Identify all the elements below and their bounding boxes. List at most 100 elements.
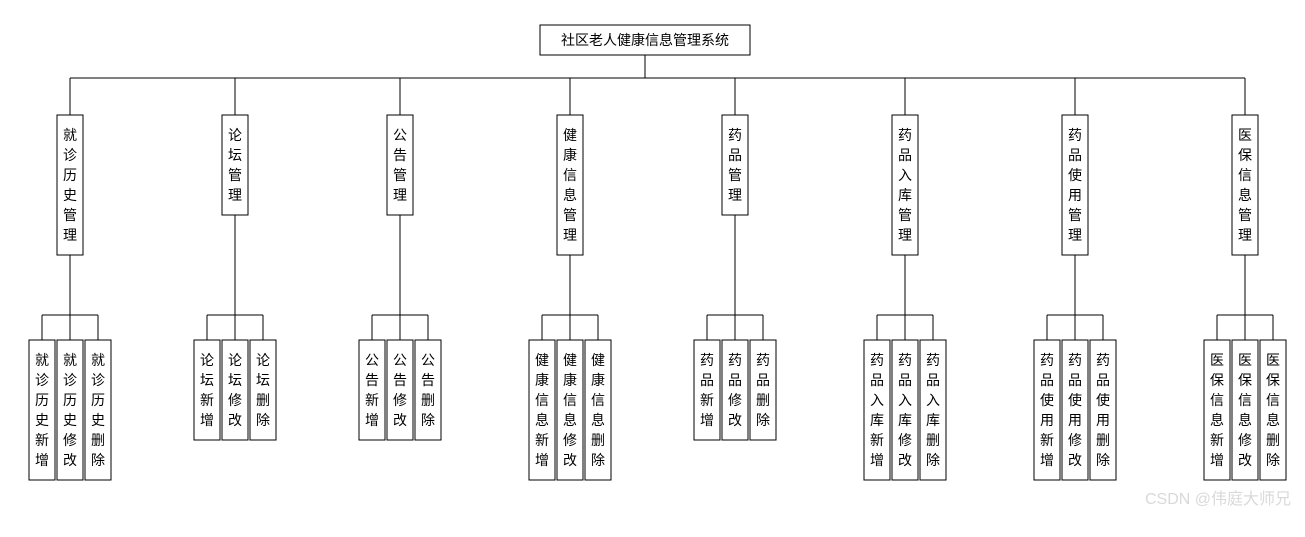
leaf-node-5-1-char: 品: [898, 372, 912, 388]
module-node-3-char: 健: [563, 127, 577, 143]
module-node-5-char: 入: [898, 167, 912, 183]
leaf-node-5-2-char: 库: [926, 412, 940, 428]
leaf-node-2-1-char: 告: [393, 372, 407, 388]
module-node-4-char: 理: [728, 187, 742, 203]
leaf-node-0-0-char: 历: [35, 392, 49, 408]
leaf-node-0-0-char: 增: [35, 452, 49, 468]
leaf-node-3-1-char: 康: [563, 372, 577, 388]
leaf-node-3-2-char: 康: [591, 372, 605, 388]
leaf-node-4-1-char: 药: [728, 352, 742, 368]
leaf-node-0-1-char: 史: [63, 412, 77, 428]
leaf-node-7-0-char: 息: [1210, 412, 1224, 428]
leaf-node-7-0-char: 信: [1210, 392, 1224, 408]
module-node-3-char: 信: [563, 167, 577, 183]
leaf-node-2-1-char: 公: [393, 352, 407, 368]
leaf-node-5-0-char: 新: [870, 432, 884, 448]
leaf-node-1-0-char: 新: [200, 392, 214, 408]
leaf-node-1-1-char: 坛: [228, 372, 242, 388]
leaf-node-3-0-char: 增: [535, 452, 549, 468]
leaf-node-2-1-char: 改: [393, 412, 407, 428]
module-node-7-char: 息: [1238, 187, 1252, 203]
leaf-node-1-2-char: 除: [256, 412, 270, 428]
module-node-1-char: 管: [228, 167, 242, 183]
watermark-text: CSDN @伟庭大师兄: [1145, 485, 1291, 509]
leaf-node-2-0-char: 增: [365, 412, 379, 428]
module-node-1-char: 论: [228, 127, 242, 143]
module-node-5-char: 库: [898, 187, 912, 203]
leaf-node-5-2-char: 删: [926, 432, 940, 448]
leaf-node-2-0-char: 公: [365, 352, 379, 368]
leaf-node-6-1-char: 使: [1068, 392, 1082, 408]
leaf-node-7-0-char: 医: [1210, 352, 1224, 368]
leaf-node-4-0-char: 药: [700, 352, 714, 368]
leaf-node-3-2-char: 删: [591, 432, 605, 448]
leaf-node-3-2-char: 除: [591, 452, 605, 468]
leaf-node-6-2-char: 品: [1096, 372, 1110, 388]
leaf-node-7-1-char: 医: [1238, 352, 1252, 368]
leaf-node-7-1-char: 改: [1238, 452, 1252, 468]
module-node-0-char: 管: [63, 207, 77, 223]
leaf-node-6-1-char: 改: [1068, 452, 1082, 468]
leaf-node-3-2-char: 信: [591, 392, 605, 408]
leaf-node-6-0-char: 药: [1040, 352, 1054, 368]
leaf-node-3-1-char: 修: [563, 432, 577, 448]
module-node-6-char: 理: [1068, 227, 1082, 243]
module-node-2-char: 管: [393, 167, 407, 183]
leaf-node-3-1-char: 信: [563, 392, 577, 408]
leaf-node-4-2-char: 药: [756, 352, 770, 368]
leaf-node-3-0-char: 康: [535, 372, 549, 388]
leaf-node-1-1-char: 修: [228, 392, 242, 408]
leaf-node-3-1-char: 息: [563, 412, 577, 428]
leaf-node-5-2-char: 除: [926, 452, 940, 468]
leaf-node-7-1-char: 保: [1238, 372, 1252, 388]
module-node-6-char: 管: [1068, 207, 1082, 223]
leaf-node-0-1-char: 改: [63, 452, 77, 468]
module-node-3-char: 理: [563, 227, 577, 243]
leaf-node-4-2-char: 删: [756, 392, 770, 408]
leaf-node-3-2-char: 息: [591, 412, 605, 428]
leaf-node-3-1-char: 改: [563, 452, 577, 468]
leaf-node-7-1-char: 信: [1238, 392, 1252, 408]
module-node-3-char: 管: [563, 207, 577, 223]
leaf-node-0-0-char: 诊: [35, 372, 49, 388]
leaf-node-7-2-char: 息: [1266, 412, 1280, 428]
module-node-1-char: 坛: [228, 147, 242, 163]
leaf-node-0-0-char: 史: [35, 412, 49, 428]
leaf-node-0-1-char: 就: [63, 352, 77, 368]
module-node-7-char: 信: [1238, 167, 1252, 183]
leaf-node-0-2-char: 历: [91, 392, 105, 408]
module-node-7-char: 理: [1238, 227, 1252, 243]
leaf-node-0-1-char: 诊: [63, 372, 77, 388]
leaf-node-6-2-char: 使: [1096, 392, 1110, 408]
module-node-4-char: 品: [728, 147, 742, 163]
leaf-node-7-2-char: 除: [1266, 452, 1280, 468]
leaf-node-4-1-char: 品: [728, 372, 742, 388]
leaf-node-4-1-char: 改: [728, 412, 742, 428]
leaf-node-2-2-char: 公: [421, 352, 435, 368]
leaf-node-1-1-char: 论: [228, 352, 242, 368]
module-node-1-char: 理: [228, 187, 242, 203]
leaf-node-5-2-char: 药: [926, 352, 940, 368]
module-node-0-char: 就: [63, 127, 77, 143]
leaf-node-6-1-char: 修: [1068, 432, 1082, 448]
leaf-node-1-0-char: 增: [200, 412, 214, 428]
leaf-node-2-2-char: 告: [421, 372, 435, 388]
root-node-label: 社区老人健康信息管理系统: [561, 32, 729, 48]
org-chart: 社区老人健康信息管理系统就诊历史管理就诊历史新增就诊历史修改就诊历史删除论坛管理…: [10, 10, 1295, 527]
leaf-node-0-2-char: 除: [91, 452, 105, 468]
leaf-node-6-2-char: 除: [1096, 452, 1110, 468]
module-node-3-char: 康: [563, 147, 577, 163]
leaf-node-5-1-char: 修: [898, 432, 912, 448]
leaf-node-1-1-char: 改: [228, 412, 242, 428]
leaf-node-7-2-char: 信: [1266, 392, 1280, 408]
module-node-7-char: 保: [1238, 147, 1252, 163]
leaf-node-2-2-char: 除: [421, 412, 435, 428]
leaf-node-5-2-char: 品: [926, 372, 940, 388]
leaf-node-6-0-char: 增: [1040, 452, 1054, 468]
leaf-node-6-2-char: 删: [1096, 432, 1110, 448]
module-node-2-char: 公: [393, 127, 407, 143]
leaf-node-5-1-char: 改: [898, 452, 912, 468]
module-node-3-char: 息: [563, 187, 577, 203]
module-node-0-char: 史: [63, 187, 77, 203]
leaf-node-5-2-char: 入: [926, 392, 940, 408]
